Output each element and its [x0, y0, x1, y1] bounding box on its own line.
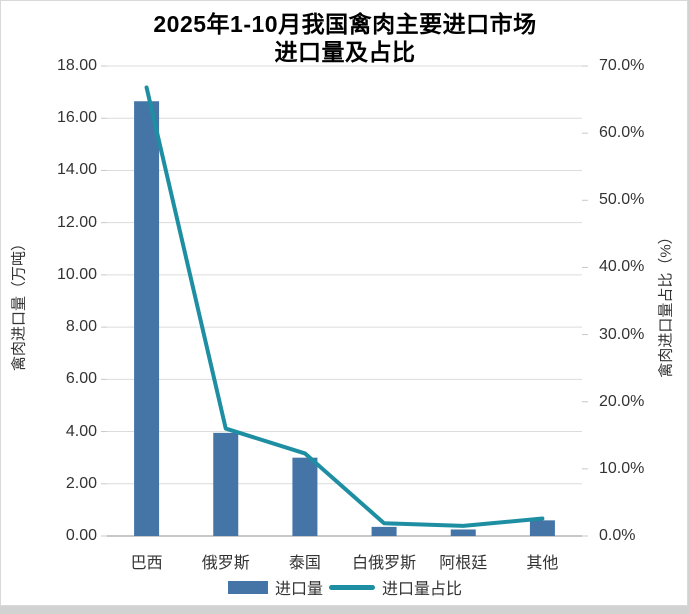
legend-label-import-volume: 进口量: [274, 581, 323, 598]
right-tick-label: 50.0%: [599, 191, 645, 209]
bar-俄罗斯: [213, 432, 239, 536]
left-tick-label: 16.00: [56, 109, 97, 127]
x-label-0: 巴西: [130, 555, 163, 572]
chart-title-line1: 2025年1-10月我国禽肉主要进口市场: [153, 11, 537, 37]
legend-item-import-volume: 进口量: [227, 575, 323, 599]
legend-item-import-share: 进口量占比: [329, 575, 462, 599]
right-tick-label: 20.0%: [599, 392, 645, 410]
bar-泰国: [292, 457, 318, 536]
x-label-3: 白俄罗斯: [352, 555, 417, 572]
x-label-4: 阿根廷: [439, 555, 488, 572]
line-series-swatch-icon: [329, 584, 375, 590]
x-label-5: 其他: [526, 555, 559, 572]
right-tick-label: 60.0%: [599, 124, 645, 142]
left-tick-label: 0.00: [65, 527, 97, 544]
left-tick-label: 12.00: [56, 213, 97, 231]
left-tick-label: 14.00: [56, 161, 97, 179]
right-tick-label: 40.0%: [599, 258, 645, 276]
bar-其他: [529, 520, 555, 536]
left-tick-label: 18.00: [56, 57, 97, 74]
left-tick-label: 4.00: [65, 422, 97, 440]
bar-阿根廷: [450, 529, 476, 536]
bar-巴西: [134, 101, 160, 536]
chart-title-line2: 进口量及占比: [274, 39, 416, 65]
line-import-share: [144, 85, 545, 528]
left-tick-label: 10.00: [56, 265, 97, 283]
legend: 进口量 进口量占比: [0, 575, 690, 599]
left-tick-label: 2.00: [65, 474, 97, 492]
right-axis-ticks: 70.0% 60.0% 50.0% 40.0% 30.0% 20.0% 10.0% 0.0%: [599, 0, 689, 614]
right-tick-label: 0.0%: [599, 527, 636, 544]
left-tick-label: 8.00: [65, 318, 97, 336]
left-tick-label: 6.00: [65, 370, 97, 388]
bottom-strip: [0, 607, 690, 614]
chart-title: 2025年1-10月我国禽肉主要进口市场 进口量及占比: [0, 10, 690, 66]
legend-label-import-share: 进口量占比: [382, 581, 463, 598]
right-tick-label: 70.0%: [599, 57, 645, 74]
x-label-1: 俄罗斯: [201, 555, 250, 572]
left-axis-ticks: 18.00 16.00 14.00 12.00 10.00 8.00 6.00 4.00 2.0…: [0, 0, 97, 614]
right-tick-label: 30.0%: [599, 325, 645, 343]
x-label-2: 泰国: [288, 555, 321, 572]
right-tick-label: 10.0%: [599, 459, 645, 477]
bar-series-swatch-icon: [227, 580, 268, 594]
bar-白俄罗斯: [371, 526, 397, 536]
